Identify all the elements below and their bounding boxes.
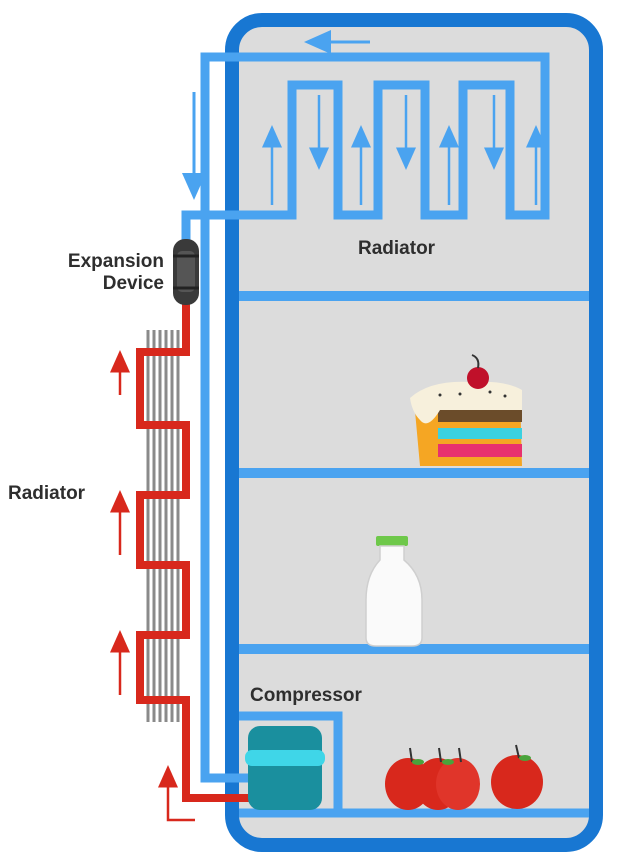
radiator-fins (146, 330, 180, 722)
compressor-icon (245, 726, 325, 810)
fridge-frame (225, 13, 603, 852)
compressor-enclosure (239, 711, 343, 813)
expansion-device-label: Expansion Device (67, 251, 164, 294)
compressor-label: Compressor (250, 685, 362, 706)
cake-icon (410, 354, 522, 466)
flow-arrow-hot-4 (158, 765, 195, 822)
apples-icon (385, 744, 543, 810)
inside-radiator-label: Radiator (358, 238, 436, 259)
cold-pipe (181, 52, 550, 783)
expansion-device-icon (173, 239, 199, 305)
outside-radiator-label: Radiator (8, 483, 86, 504)
hot-pipe (136, 302, 250, 802)
milk-bottle-icon (365, 536, 423, 647)
